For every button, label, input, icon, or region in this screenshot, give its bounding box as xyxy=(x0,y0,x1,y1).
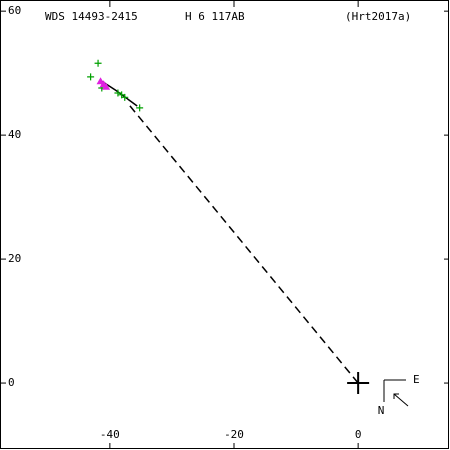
dashed-line xyxy=(127,103,359,384)
compass-arrow xyxy=(393,393,409,407)
header-ref: (Hrt2017a) xyxy=(345,10,411,23)
x-tick-label: -40 xyxy=(100,428,120,441)
x-tick-label: -20 xyxy=(224,428,244,441)
y-tick-label: 0 xyxy=(8,376,15,389)
x-tick-label: 0 xyxy=(355,428,362,441)
header-wds: WDS 14493-2415 xyxy=(45,10,138,23)
compass-arrowhead xyxy=(393,393,399,399)
y-tick-label: 60 xyxy=(8,4,21,17)
y-tick-label: 20 xyxy=(8,252,21,265)
compass-e-label: E xyxy=(413,373,420,386)
observation-point xyxy=(121,93,129,101)
observation-point xyxy=(136,104,144,112)
measure-point xyxy=(102,82,111,90)
header-name: H 6 117AB xyxy=(185,10,245,23)
primary-star xyxy=(347,372,370,395)
compass: E N xyxy=(378,373,420,417)
compass-n-label: N xyxy=(378,404,385,417)
y-tick-label: 40 xyxy=(8,128,21,141)
observation-point xyxy=(94,59,102,67)
observation-point xyxy=(87,73,95,81)
observation-point xyxy=(114,89,122,97)
